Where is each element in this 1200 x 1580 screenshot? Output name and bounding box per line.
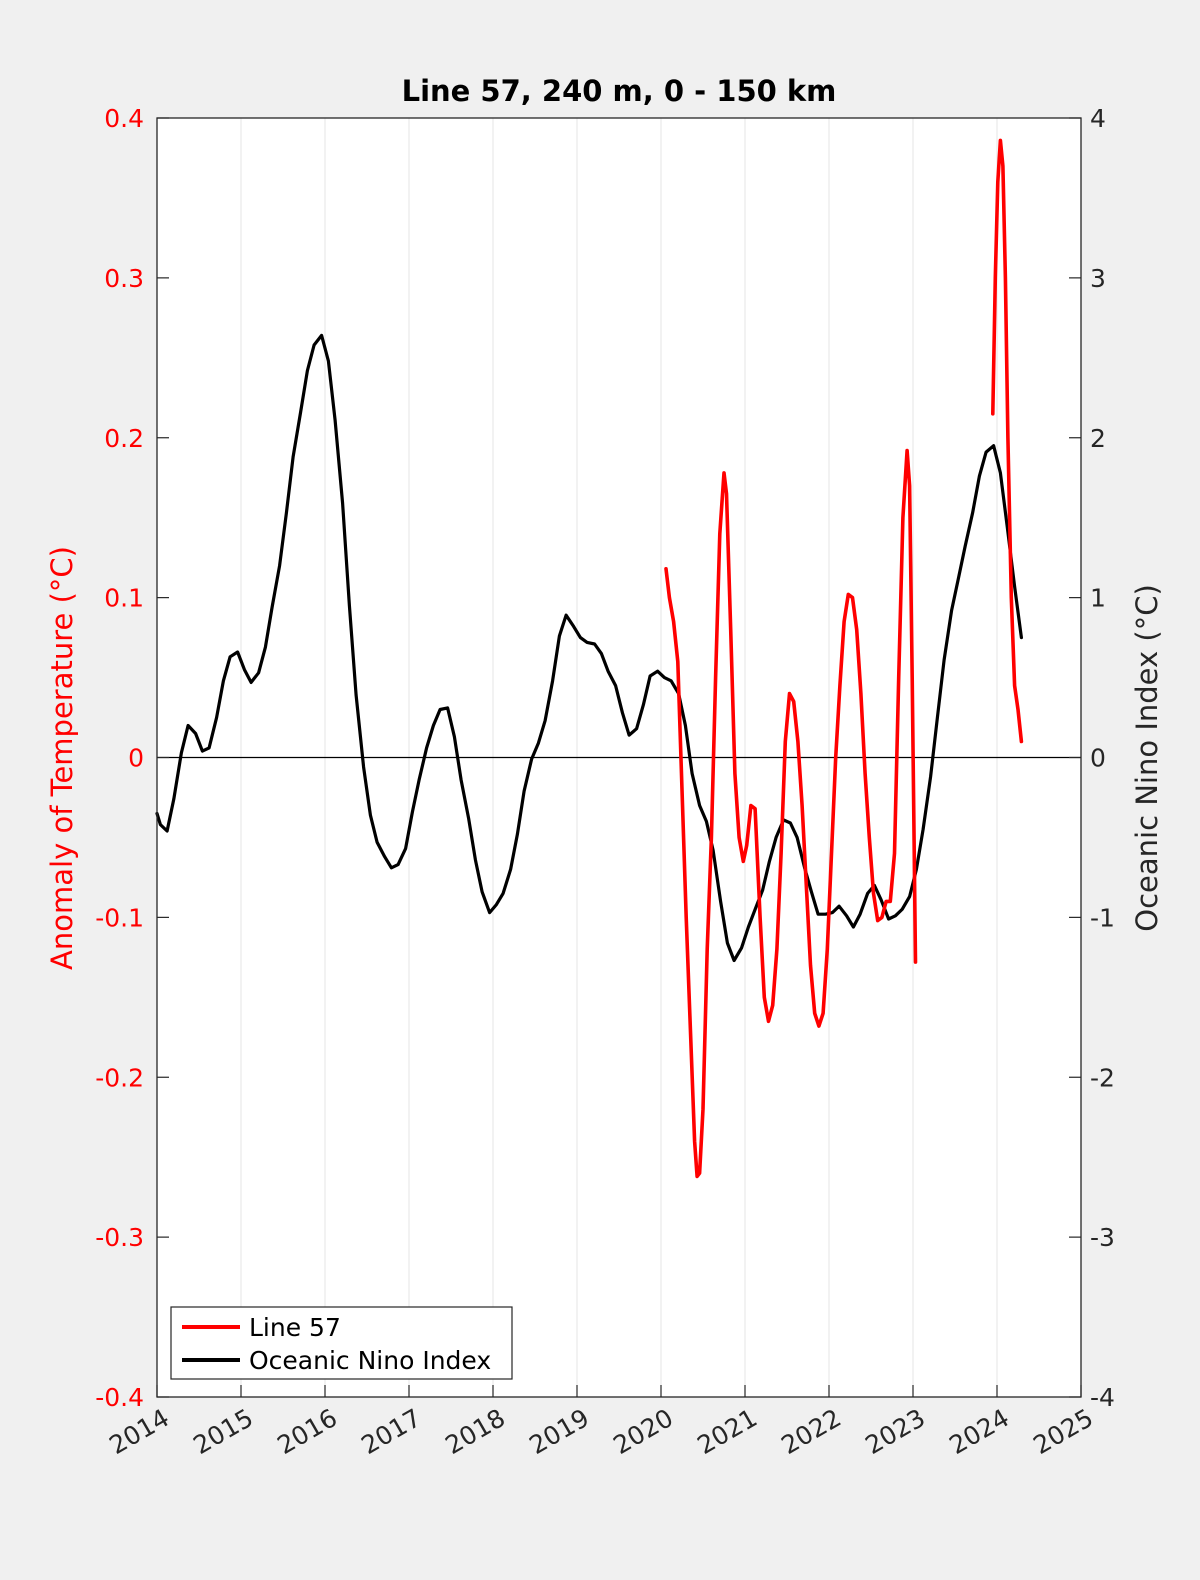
y-axis-left-label: Anomaly of Temperature (°C)	[45, 546, 79, 970]
series-layer	[155, 138, 1024, 1179]
y-right-tick-label: 2	[1090, 424, 1106, 453]
y-left-tick-label: 0.1	[104, 584, 144, 613]
y-left-tick-label: 0	[128, 744, 144, 773]
series-line-oceanic-nino-index	[155, 333, 1024, 963]
series-line-line57-segment-2	[990, 138, 1024, 744]
y-right-tick-label: 3	[1090, 264, 1106, 293]
y-right-tick-label: 0	[1090, 744, 1106, 773]
legend-box	[170, 1306, 513, 1380]
y-right-tick-label: -2	[1090, 1063, 1115, 1092]
y-left-tick-label: 0.4	[104, 104, 144, 133]
legend: Line 57 Oceanic Nino Index	[170, 1306, 513, 1380]
y-right-tick-label: 4	[1090, 104, 1106, 133]
series-line-line57-segment-1	[664, 448, 918, 1179]
y-right-tick-label: -3	[1090, 1223, 1115, 1252]
y-right-tick-label: 1	[1090, 584, 1106, 613]
y-left-tick-label: -0.3	[95, 1223, 144, 1252]
y-left-tick-label: -0.4	[95, 1383, 144, 1412]
y-right-tick-label: -4	[1090, 1383, 1115, 1412]
y-left-tick-label: 0.2	[104, 424, 144, 453]
y-left-tick-label: -0.1	[95, 903, 144, 932]
legend-label-oni: Oceanic Nino Index	[249, 1346, 491, 1375]
y-left-tick-label: 0.3	[104, 264, 144, 293]
chart-title: Line 57, 240 m, 0 - 150 km	[402, 74, 837, 108]
y-axis-right-label: Oceanic Nino Index (°C)	[1130, 584, 1164, 932]
y-right-tick-label: -1	[1090, 903, 1115, 932]
legend-label-line57: Line 57	[249, 1313, 341, 1342]
y-left-tick-label: -0.2	[95, 1063, 144, 1092]
